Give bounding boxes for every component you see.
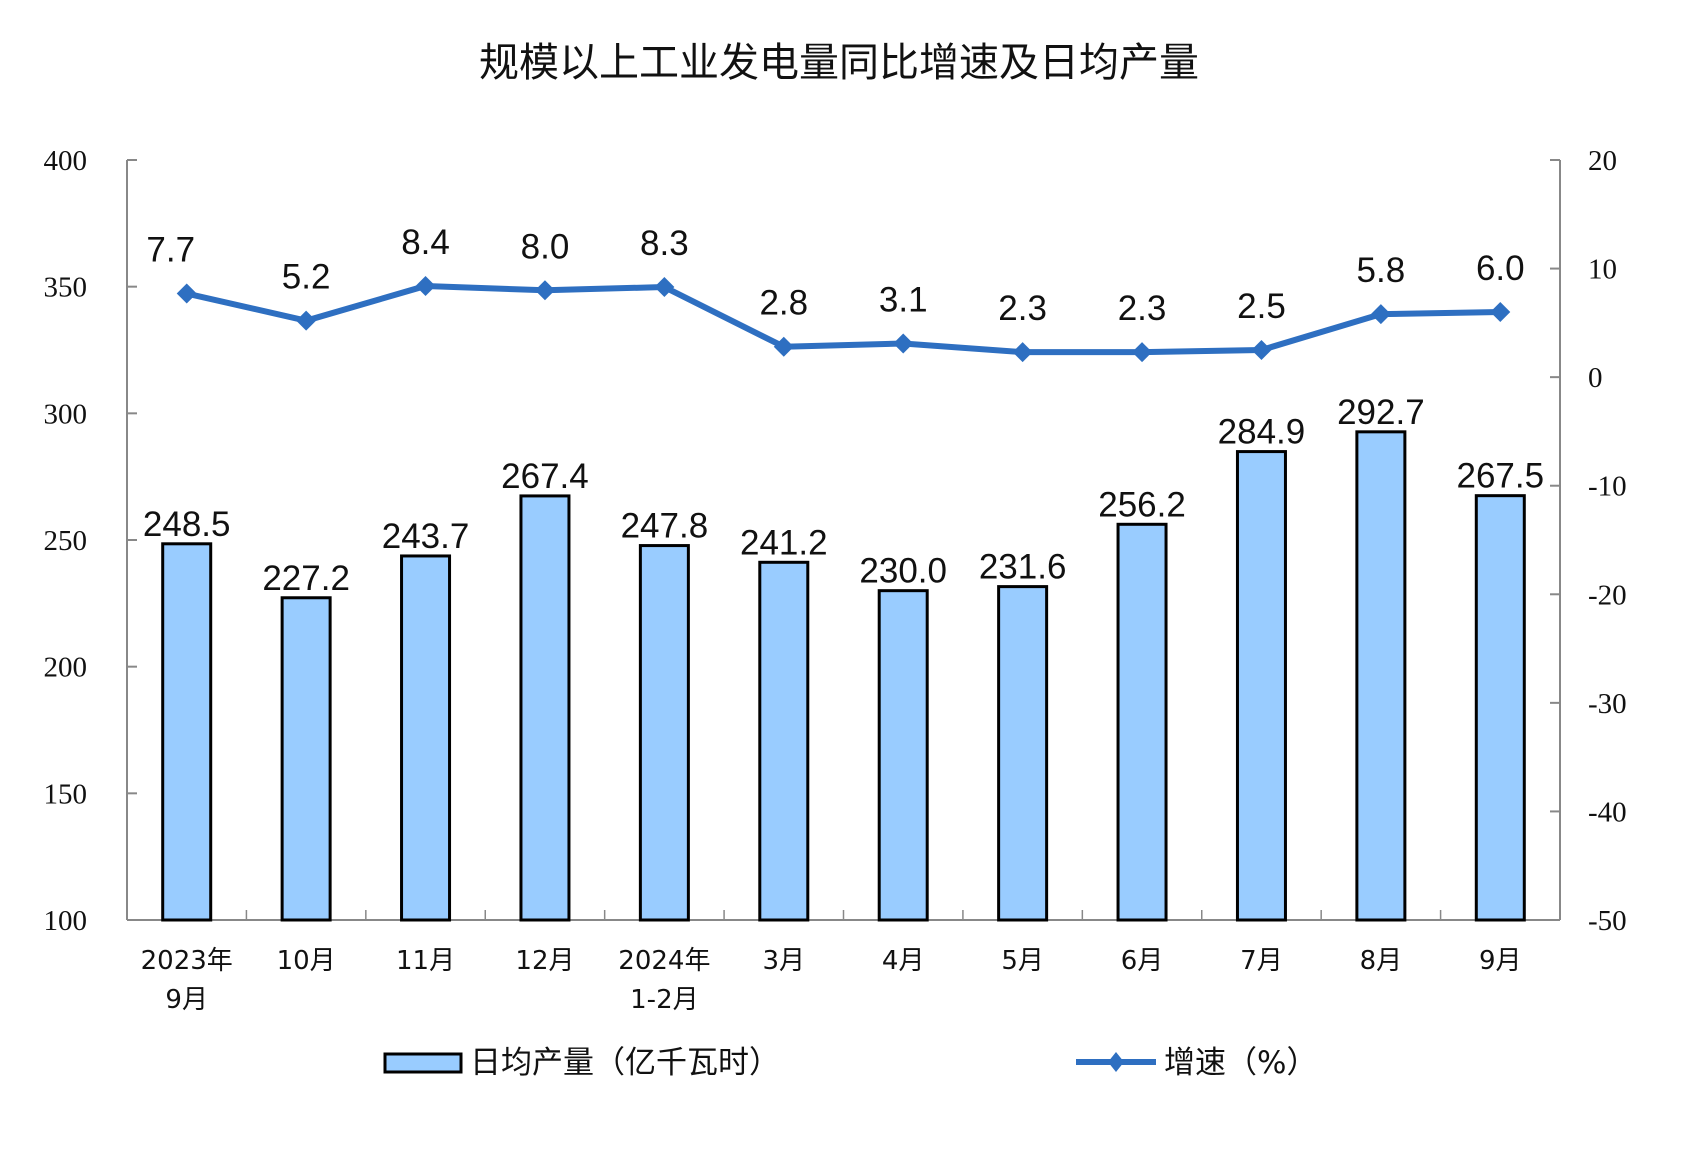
line-marker bbox=[534, 280, 555, 301]
line-marker bbox=[415, 275, 436, 296]
growth-line bbox=[186, 282, 1501, 356]
bar bbox=[1474, 494, 1526, 922]
right-tick-label: -40 bbox=[1588, 796, 1627, 828]
left-tick-label: 300 bbox=[44, 398, 88, 430]
left-tick-label: 350 bbox=[44, 272, 88, 304]
bar-data-label: 267.4 bbox=[501, 457, 589, 496]
line-marker bbox=[176, 283, 197, 304]
x-tick-label: 8月 bbox=[1360, 946, 1403, 976]
legend-line-marker bbox=[1108, 1052, 1124, 1072]
bar-data-label: 241.2 bbox=[740, 523, 828, 562]
bar bbox=[638, 544, 690, 922]
line-marker bbox=[1370, 304, 1391, 325]
right-tick-label: -50 bbox=[1588, 905, 1627, 937]
x-tick-label: 3月 bbox=[763, 946, 806, 976]
left-tick-label: 100 bbox=[44, 905, 88, 937]
bar bbox=[400, 554, 452, 922]
legend-line-label: 增速（%） bbox=[1164, 1045, 1317, 1081]
right-tick-label: 0 bbox=[1588, 362, 1603, 394]
x-tick-label: 2024年 bbox=[618, 946, 710, 976]
line-marker bbox=[1251, 340, 1272, 360]
line-data-label: 3.1 bbox=[879, 280, 928, 319]
legend-bar-label: 日均产量（亿千瓦时） bbox=[470, 1045, 780, 1081]
chart-title: 规模以上工业发电量同比增速及日均产量 bbox=[479, 40, 1199, 86]
legend-bar-swatch bbox=[383, 1052, 463, 1074]
right-tick-label: 20 bbox=[1588, 145, 1617, 177]
line-marker bbox=[773, 336, 794, 357]
right-tick-label: -20 bbox=[1588, 579, 1627, 611]
line-marker bbox=[1012, 342, 1033, 363]
x-tick-label: 1-2月 bbox=[630, 985, 698, 1015]
left-tick-label: 200 bbox=[44, 652, 88, 684]
right-tick-label: -10 bbox=[1588, 471, 1627, 503]
bar-data-label: 256.2 bbox=[1098, 485, 1186, 524]
bar bbox=[1116, 522, 1168, 922]
bar-data-label: 248.5 bbox=[143, 505, 231, 544]
line-marker bbox=[1132, 342, 1153, 363]
line-data-label: 2.5 bbox=[1237, 287, 1286, 326]
line-data-label: 5.2 bbox=[282, 258, 331, 297]
bar bbox=[161, 542, 213, 922]
line-data-label: 2.3 bbox=[998, 289, 1047, 328]
line-marker bbox=[893, 333, 914, 354]
x-tick-label: 6月 bbox=[1121, 946, 1164, 976]
line-marker bbox=[296, 310, 317, 331]
bar bbox=[1355, 430, 1407, 922]
bar-data-label: 292.7 bbox=[1337, 393, 1425, 432]
bar bbox=[1235, 450, 1287, 922]
line-data-label: 2.3 bbox=[1118, 289, 1167, 328]
bar-data-label: 284.9 bbox=[1218, 413, 1306, 452]
line-data-label: 8.4 bbox=[401, 223, 450, 262]
bar-data-label: 227.2 bbox=[262, 559, 350, 598]
bar-data-label: 267.5 bbox=[1456, 457, 1544, 496]
right-tick-label: 10 bbox=[1588, 254, 1617, 286]
line-data-label: 2.8 bbox=[759, 284, 808, 323]
line-marker bbox=[1490, 302, 1511, 322]
x-tick-label: 5月 bbox=[1001, 946, 1044, 976]
bar-data-label: 243.7 bbox=[382, 517, 470, 556]
bar bbox=[519, 494, 571, 922]
line-data-label: 8.0 bbox=[521, 227, 570, 266]
left-tick-label: 150 bbox=[44, 778, 88, 810]
bar bbox=[758, 560, 810, 922]
x-tick-label: 7月 bbox=[1240, 946, 1283, 976]
legend: 日均产量（亿千瓦时） 增速（%） bbox=[383, 1045, 1317, 1081]
line-data-label: 8.3 bbox=[640, 224, 689, 263]
x-tick-label: 4月 bbox=[882, 946, 925, 976]
bar-data-label: 247.8 bbox=[621, 507, 709, 546]
bar-data-label: 231.6 bbox=[979, 548, 1067, 587]
x-tick-label: 9月 bbox=[165, 985, 208, 1015]
bar bbox=[877, 589, 929, 922]
bar bbox=[997, 585, 1049, 922]
line-data-label: 7.7 bbox=[146, 231, 195, 270]
bar bbox=[280, 596, 332, 922]
left-tick-label: 400 bbox=[44, 145, 88, 177]
right-tick-label: -30 bbox=[1588, 688, 1627, 720]
x-tick-label: 2023年 bbox=[141, 946, 233, 976]
x-tick-label: 11月 bbox=[396, 946, 455, 976]
bar-data-label: 230.0 bbox=[859, 552, 947, 591]
x-tick-label: 12月 bbox=[515, 946, 574, 976]
x-tick-label: 10月 bbox=[277, 946, 336, 976]
x-tick-label: 9月 bbox=[1479, 946, 1522, 976]
line-data-label: 5.8 bbox=[1357, 251, 1406, 290]
line-data-label: 6.0 bbox=[1476, 249, 1525, 288]
line-marker bbox=[654, 277, 675, 298]
left-tick-label: 250 bbox=[44, 525, 88, 557]
